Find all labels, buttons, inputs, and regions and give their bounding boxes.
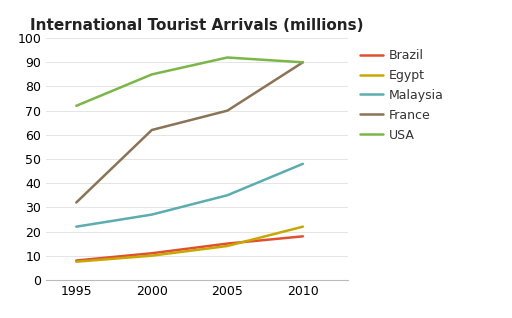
France [224,109,230,113]
Legend: Brazil, Egypt, Malaysia, France, USA: Brazil, Egypt, Malaysia, France, USA [360,49,444,142]
Brazil [73,259,79,262]
France [300,60,306,64]
Egypt [300,225,306,229]
Egypt [73,260,79,264]
France [149,128,155,132]
Malaysia [149,213,155,217]
USA [149,73,155,76]
Title: International Tourist Arrivals (millions): International Tourist Arrivals (millions… [30,18,364,33]
Egypt [149,254,155,258]
Malaysia [73,225,79,229]
Line: Malaysia: Malaysia [76,164,303,227]
Brazil [149,251,155,255]
USA [300,60,306,64]
France [73,201,79,204]
USA [224,56,230,59]
Malaysia [224,193,230,197]
Line: France: France [76,62,303,203]
Egypt [224,244,230,248]
Malaysia [300,162,306,166]
Line: USA: USA [76,58,303,106]
Line: Brazil: Brazil [76,236,303,260]
Line: Egypt: Egypt [76,227,303,262]
Brazil [300,234,306,238]
USA [73,104,79,108]
Brazil [224,242,230,245]
